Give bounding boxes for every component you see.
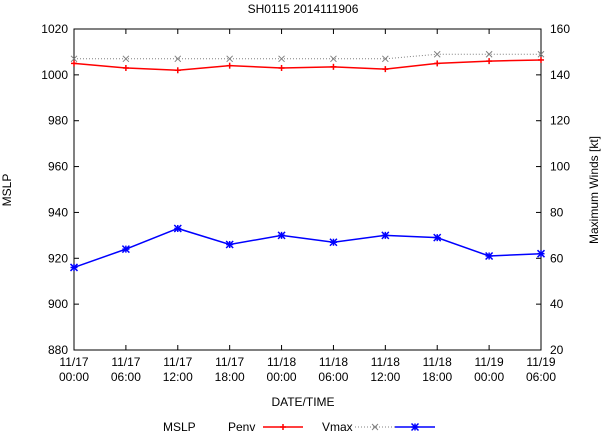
y-tick-label-right: 80 [550, 205, 564, 219]
legend-marker [410, 422, 420, 432]
data-point [433, 50, 441, 58]
y-tick-label-right: 20 [550, 343, 564, 357]
data-point [330, 55, 337, 63]
x-tick-label-date: 11/17 [163, 355, 192, 369]
data-point [173, 224, 182, 233]
data-point [433, 233, 442, 242]
y-tick-label-right: 160 [550, 22, 570, 36]
x-tick-label-date: 11/19 [526, 355, 555, 369]
data-point [70, 55, 78, 63]
x-tick-label-time: 18:00 [422, 370, 452, 384]
y-tick-label-left: 1020 [41, 22, 68, 36]
x-tick-label-date: 11/18 [423, 355, 452, 369]
y-tick-label-right: 60 [550, 251, 564, 265]
y-tick-label-left: 900 [48, 297, 68, 311]
y-tick-label-right: 40 [550, 297, 564, 311]
y-tick-label-right: 140 [550, 68, 570, 82]
chart-title: SH0115 2014111906 [248, 2, 359, 16]
y-tick-label-left: 940 [48, 205, 68, 219]
y-tick-label-left: 960 [48, 160, 68, 174]
x-tick-label-time: 00:00 [267, 370, 297, 384]
data-point [536, 249, 546, 258]
x-tick-label-time: 18:00 [215, 370, 245, 384]
data-point [122, 64, 129, 71]
x-tick-label-date: 11/19 [475, 355, 504, 369]
data-point [174, 67, 181, 74]
data-point [434, 60, 441, 67]
data-point [174, 55, 182, 63]
data-point [226, 55, 234, 63]
x-tick-label-time: 12:00 [163, 370, 193, 384]
x-tick-label-time: 00:00 [474, 370, 504, 384]
data-point [381, 231, 390, 240]
legend-marker [280, 424, 286, 430]
data-point [71, 60, 77, 67]
x-tick-label-time: 06:00 [318, 370, 348, 384]
x-tick-label-date: 11/18 [267, 355, 296, 369]
data-point [225, 240, 234, 249]
y-tick-label-right: 120 [550, 114, 570, 128]
y-axis-label-right: Maximum Winds [kt] [587, 136, 601, 244]
data-point [277, 231, 286, 240]
series-line-series3 [73, 227, 542, 269]
y-tick-label-left: 920 [48, 251, 68, 265]
data-point [278, 55, 285, 63]
legend-entry-label: Penv [228, 420, 255, 432]
series-line-penv [73, 59, 542, 72]
data-point [330, 63, 337, 70]
x-tick-label-time: 06:00 [111, 370, 141, 384]
x-tick-label-time: 00:00 [59, 370, 89, 384]
plot-frame [73, 28, 542, 351]
data-point [485, 251, 494, 261]
legend-label: MSLP [163, 420, 196, 432]
data-point [381, 55, 389, 63]
y-tick-label-left: 880 [48, 343, 68, 357]
data-point [226, 62, 233, 69]
x-tick-label-date: 11/18 [319, 355, 348, 369]
y-tick-label-left: 1000 [41, 68, 68, 82]
data-point [122, 55, 130, 63]
data-point [121, 245, 130, 254]
data-point [329, 238, 338, 247]
x-tick-label-date: 11/17 [59, 355, 88, 369]
x-axis-label: DATE/TIME [271, 395, 334, 409]
x-tick-label-time: 12:00 [370, 370, 400, 384]
x-tick-label-time: 06:00 [526, 370, 556, 384]
data-point [486, 58, 493, 65]
y-axis-label-left: MSLP [0, 174, 14, 207]
y-tick-label-right: 100 [550, 160, 570, 174]
data-point [485, 50, 493, 58]
x-tick-label-date: 11/18 [371, 355, 400, 369]
legend-entry-label: Vmax [322, 420, 353, 432]
series-line-vmax [74, 53, 541, 60]
x-tick-label-date: 11/17 [215, 355, 244, 369]
data-point [69, 263, 79, 272]
data-point [537, 50, 545, 58]
legend-marker [371, 423, 379, 431]
x-tick-label-date: 11/17 [111, 355, 140, 369]
y-tick-label-left: 980 [48, 114, 68, 128]
data-point [538, 56, 544, 63]
data-point [278, 64, 285, 71]
data-point [382, 66, 389, 73]
